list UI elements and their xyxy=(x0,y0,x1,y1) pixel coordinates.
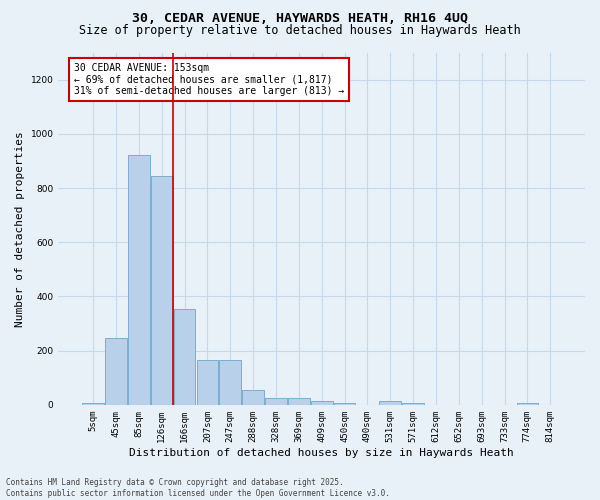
Bar xyxy=(517,404,538,405)
Bar xyxy=(402,404,424,405)
Bar xyxy=(82,404,104,405)
Bar xyxy=(128,155,150,405)
Bar xyxy=(197,360,218,405)
Text: 30 CEDAR AVENUE: 153sqm
← 69% of detached houses are smaller (1,817)
31% of semi: 30 CEDAR AVENUE: 153sqm ← 69% of detache… xyxy=(74,63,344,96)
Text: Contains HM Land Registry data © Crown copyright and database right 2025.
Contai: Contains HM Land Registry data © Crown c… xyxy=(6,478,390,498)
Text: 30, CEDAR AVENUE, HAYWARDS HEATH, RH16 4UQ: 30, CEDAR AVENUE, HAYWARDS HEATH, RH16 4… xyxy=(132,12,468,26)
Bar xyxy=(265,398,287,405)
Bar xyxy=(288,398,310,405)
Bar xyxy=(174,310,196,405)
X-axis label: Distribution of detached houses by size in Haywards Heath: Distribution of detached houses by size … xyxy=(130,448,514,458)
Bar xyxy=(105,338,127,405)
Text: Size of property relative to detached houses in Haywards Heath: Size of property relative to detached ho… xyxy=(79,24,521,37)
Bar xyxy=(220,360,241,405)
Bar xyxy=(311,402,332,405)
Bar xyxy=(379,402,401,405)
Bar xyxy=(242,390,264,405)
Bar xyxy=(334,404,355,405)
Bar xyxy=(151,176,173,405)
Y-axis label: Number of detached properties: Number of detached properties xyxy=(15,131,25,326)
